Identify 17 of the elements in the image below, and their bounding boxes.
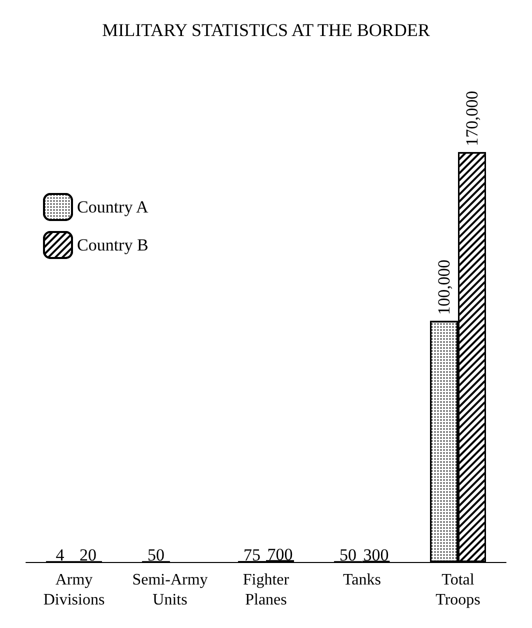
x-tick-label: Fighter Planes <box>242 572 290 608</box>
data-label: 100,000 <box>434 260 454 315</box>
legend-label: Country A <box>77 198 150 216</box>
chart-title: MILITARY STATISTICS AT THE BORDER <box>102 20 430 40</box>
x-tick-label: Semi-Army Units <box>132 572 208 608</box>
data-label: 50 <box>340 546 356 565</box>
x-tick-label: Tanks <box>343 572 381 588</box>
legend-label: Country B <box>77 236 148 254</box>
x-tick-label: Total Troops <box>436 572 480 608</box>
data-label: 700 <box>267 544 293 564</box>
data-label: 170,000 <box>462 90 482 146</box>
data-label: 300 <box>363 545 389 564</box>
data-label: 50 <box>148 546 164 565</box>
data-label: 75 <box>244 546 260 565</box>
x-tick-label: Army Divisions <box>43 572 105 608</box>
data-label: 20 <box>80 546 96 565</box>
data-label: 4 <box>56 546 65 565</box>
